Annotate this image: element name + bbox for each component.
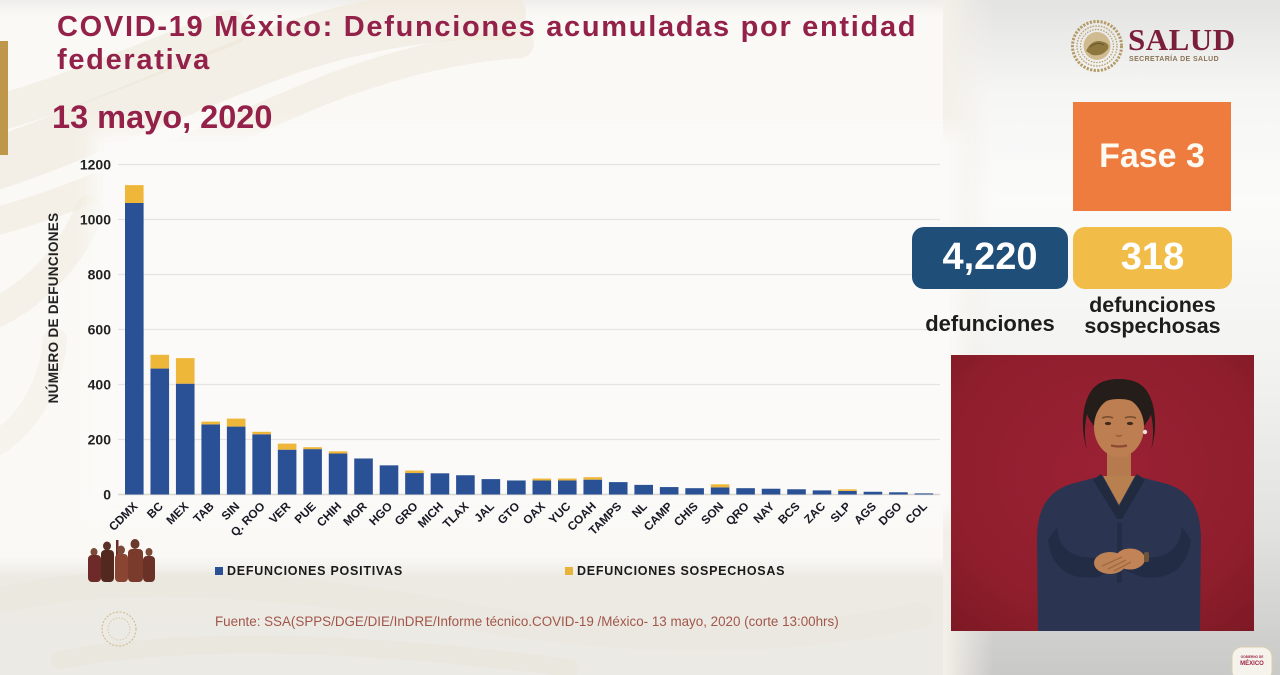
svg-text:200: 200 [88, 432, 112, 448]
svg-text:600: 600 [88, 322, 112, 338]
svg-text:MÉXICO: MÉXICO [1240, 659, 1264, 667]
svg-text:400: 400 [88, 377, 112, 393]
svg-text:COL: COL [902, 499, 930, 527]
svg-text:BCS: BCS [775, 499, 803, 527]
svg-text:HGO: HGO [366, 499, 395, 528]
svg-text:MICH: MICH [415, 499, 446, 530]
svg-text:QRO: QRO [723, 499, 752, 528]
svg-text:SON: SON [698, 499, 726, 527]
svg-text:MOR: MOR [340, 499, 370, 529]
svg-text:NÚMERO DE DEFUNCIONES: NÚMERO DE DEFUNCIONES [46, 213, 61, 404]
svg-text:SLP: SLP [827, 499, 853, 525]
svg-text:PUE: PUE [292, 499, 319, 526]
svg-text:TLAX: TLAX [440, 499, 472, 531]
svg-text:CHIS: CHIS [671, 499, 701, 529]
svg-text:1000: 1000 [80, 212, 111, 228]
svg-text:CAMP: CAMP [641, 499, 676, 534]
svg-text:GTO: GTO [495, 499, 523, 527]
svg-text:AGS: AGS [851, 499, 879, 527]
svg-text:CHIH: CHIH [314, 499, 344, 529]
svg-text:MEX: MEX [163, 499, 191, 527]
svg-text:TAB: TAB [190, 499, 216, 525]
svg-text:1200: 1200 [80, 157, 111, 173]
svg-text:ZAC: ZAC [801, 499, 828, 526]
svg-text:VER: VER [266, 499, 293, 526]
svg-text:OAX: OAX [520, 499, 548, 527]
svg-text:GOBIERNO DE: GOBIERNO DE [1241, 655, 1264, 659]
svg-text:DGO: DGO [876, 499, 905, 528]
svg-text:0: 0 [103, 487, 111, 503]
svg-text:800: 800 [88, 267, 112, 283]
svg-text:GRO: GRO [392, 499, 421, 528]
svg-text:NAY: NAY [750, 499, 777, 526]
svg-text:JAL: JAL [471, 499, 497, 525]
